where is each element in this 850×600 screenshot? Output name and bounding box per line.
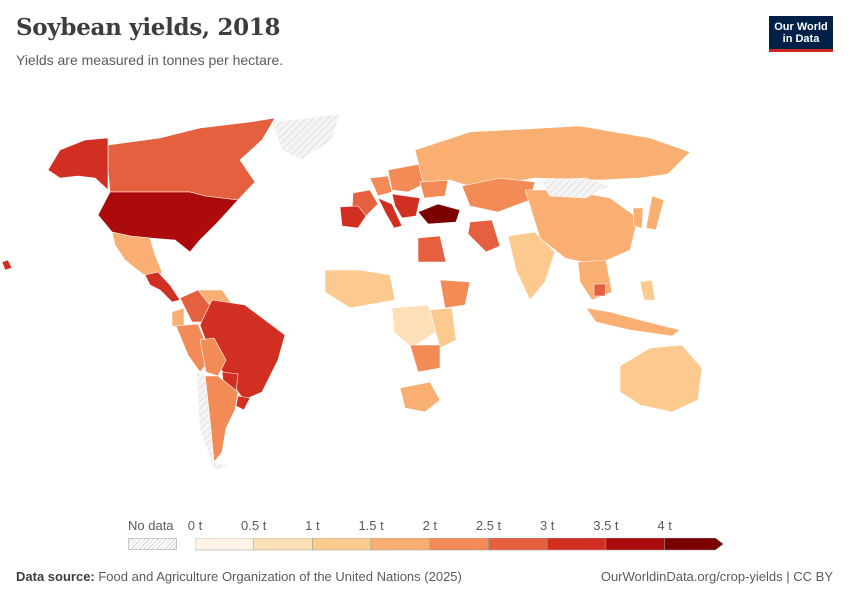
- data-source-label: Data source:: [16, 569, 95, 584]
- region-turkey[interactable]: [417, 203, 461, 225]
- region-japan[interactable]: [645, 195, 665, 231]
- region-india[interactable]: [507, 231, 556, 301]
- region-canada[interactable]: [107, 117, 276, 201]
- region-ukraine[interactable]: [419, 179, 449, 199]
- region-australia[interactable]: [619, 344, 703, 413]
- legend-tick-label: 0.5 t: [241, 518, 267, 533]
- legend-tick-label: 3 t: [539, 518, 555, 533]
- logo-line-2: in Data: [782, 32, 820, 45]
- legend-tick-label: 2 t: [422, 518, 438, 533]
- legend-color-bar: [195, 538, 724, 551]
- legend-tick-label: 3.5 t: [593, 518, 619, 533]
- region-russia[interactable]: [414, 125, 691, 189]
- region-cambodia[interactable]: [593, 283, 607, 297]
- region-alaska[interactable]: [47, 137, 109, 191]
- legend-bin-2: [312, 538, 372, 551]
- region-egypt[interactable]: [417, 235, 447, 263]
- region-germany[interactable]: [369, 175, 393, 197]
- region-philippines[interactable]: [639, 279, 656, 301]
- region-central-america[interactable]: [144, 271, 181, 303]
- region-spain[interactable]: [339, 205, 367, 229]
- logo-line-1: Our World: [774, 20, 828, 33]
- world-map[interactable]: [0, 90, 850, 505]
- legend-bin-3: [370, 538, 431, 551]
- region-south-africa[interactable]: [399, 381, 441, 413]
- region-balkans[interactable]: [391, 193, 421, 219]
- chart-title: Soybean yields, 2018: [16, 14, 281, 41]
- legend-bin-7: [605, 538, 665, 551]
- data-source: Data source: Food and Agriculture Organi…: [16, 569, 462, 584]
- legend-no-data-swatch: [128, 538, 177, 550]
- region-zambia[interactable]: [409, 344, 441, 373]
- region-central-africa[interactable]: [391, 304, 439, 349]
- region-ecuador[interactable]: [171, 307, 185, 329]
- source-url-link[interactable]: OurWorldinData.org/crop-yields | CC BY: [600, 569, 833, 584]
- region-hawaii[interactable]: [1, 259, 13, 271]
- legend-tick-label: 1 t: [305, 518, 320, 533]
- legend-tick-label: 0 t: [187, 518, 203, 533]
- region-uruguay[interactable]: [235, 395, 251, 411]
- legend-tick-label: 2.5 t: [475, 518, 502, 533]
- region-eastern-europe[interactable]: [387, 163, 425, 193]
- legend-tick-label: 1.5 t: [358, 518, 384, 533]
- legend-bin-4: [429, 538, 489, 551]
- legend-bin-8: [664, 538, 724, 551]
- region-east-africa[interactable]: [429, 307, 457, 349]
- region-indonesia[interactable]: [585, 307, 681, 337]
- region-iran[interactable]: [467, 219, 501, 253]
- legend-bin-5: [488, 538, 548, 551]
- region-bolivia[interactable]: [199, 337, 227, 377]
- chart-subtitle: Yields are measured in tonnes per hectar…: [16, 52, 284, 68]
- region-korea[interactable]: [632, 207, 644, 229]
- region-mongolia[interactable]: [539, 177, 611, 199]
- region-italy[interactable]: [377, 197, 403, 229]
- legend-bin-0: [195, 538, 254, 551]
- legend-bin-6: [546, 538, 607, 551]
- region-ethiopia[interactable]: [439, 279, 471, 309]
- region-chile[interactable]: [195, 371, 231, 471]
- legend-bin-1: [253, 538, 313, 551]
- region-west-africa[interactable]: [324, 269, 396, 309]
- region-greenland[interactable]: [271, 113, 341, 161]
- data-source-text: Food and Agriculture Organization of the…: [94, 569, 462, 584]
- legend-no-data-label: No data: [128, 518, 174, 533]
- owid-logo[interactable]: Our World in Data: [769, 16, 833, 52]
- legend-tick-label: 4 t: [657, 518, 672, 533]
